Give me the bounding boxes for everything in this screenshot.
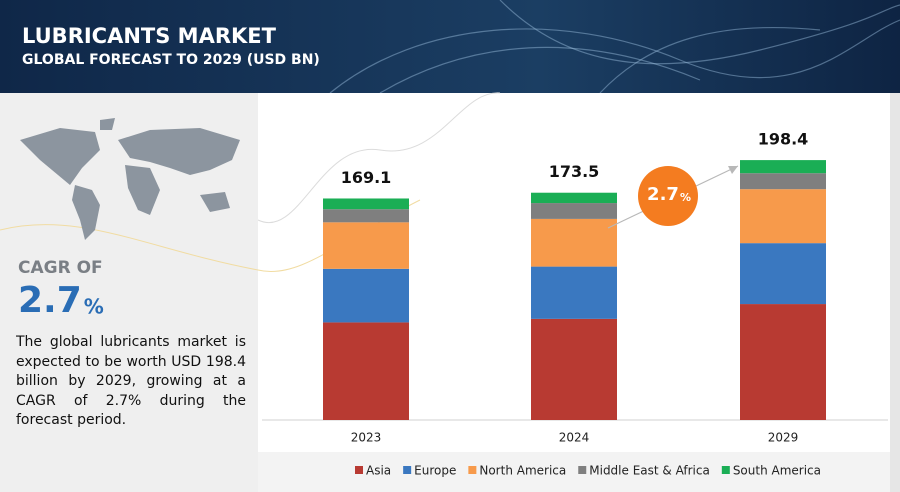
bar-segment [323,209,409,223]
x-tick-label: 2029 [768,431,799,445]
decor-line [257,92,501,223]
bar-segment [323,222,409,269]
legend-swatch [355,466,363,474]
bar-segment [740,173,826,190]
cagr-value: 2.7 [18,280,82,321]
title: LUBRICANTS MARKET [22,24,277,48]
legend-swatch [578,466,587,474]
right-edge [890,93,900,492]
bar-segment [323,322,409,420]
cagr-label: CAGR OF [18,258,103,278]
bubble-unit: % [680,191,691,204]
legend-label: North America [479,464,566,478]
x-tick-label: 2024 [559,431,590,445]
cagr-unit: % [84,295,104,319]
bar-segment [531,203,617,219]
legend-swatch [468,466,477,474]
bar-segment [740,189,826,244]
arrow-head [728,166,738,174]
bubble-value: 2.7 [647,184,679,205]
total-label: 169.1 [341,168,392,187]
legend-label: Asia [366,464,391,478]
cagr-bubble [638,166,698,226]
header-streaks [329,0,900,94]
total-label: 173.5 [549,162,600,181]
total-label: 198.4 [758,130,809,149]
chart: 169.1 2023 173.5 2024 198.4 2029 2.7 % Asia Europ… [262,130,888,478]
legend-label: Europe [414,464,456,478]
x-tick-label: 2023 [351,431,382,445]
bar-segment [740,160,826,174]
bar-segment [323,198,409,210]
description: The global lubricants market is expected… [16,334,246,428]
bar-segment [531,266,617,319]
bar-segment [323,268,409,323]
bar-segment [740,304,826,420]
legend-label: Middle East & Africa [589,464,710,478]
legend-swatch [721,466,730,474]
world-map [20,118,240,240]
legend-strip [258,452,890,492]
description-box: The global lubricants market is expected… [16,334,246,428]
bar-segment [740,243,826,305]
subtitle: GLOBAL FORECAST TO 2029 (USD BN) [22,52,320,68]
bar-segment [531,192,617,204]
legend-swatch [403,466,412,474]
bar-segment [531,318,617,420]
header-band [0,0,900,93]
legend-label: South America [733,464,821,478]
bar-segment [531,218,617,267]
